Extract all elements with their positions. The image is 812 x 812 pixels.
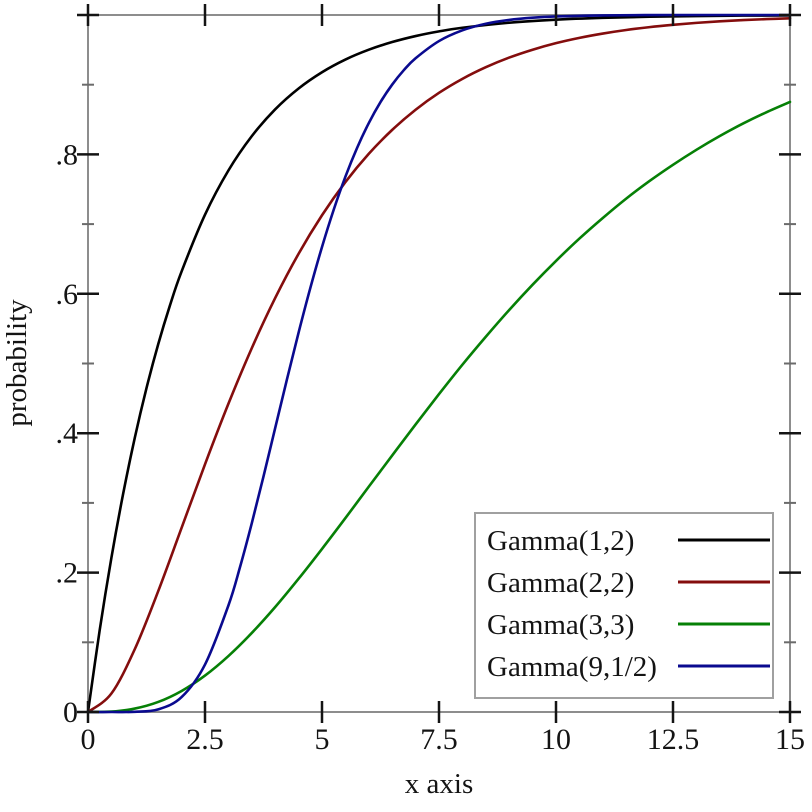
y-tick-label: .4	[56, 417, 79, 450]
y-tick-label: .8	[56, 138, 79, 171]
legend-label: Gamma(3,3)	[487, 609, 634, 641]
ticks-group	[77, 4, 801, 723]
legend-entry: Gamma(3,3)	[487, 609, 770, 641]
y-axis-label: probability	[1, 299, 33, 427]
y-tick-label: .2	[56, 557, 79, 590]
curve-gamma-9-1-2	[86, 13, 792, 714]
curve-gamma-1-2	[86, 14, 792, 714]
x-tick-label: 2.5	[186, 723, 224, 756]
x-tick-label: 7.5	[420, 723, 458, 756]
x-tick-label: 12.5	[647, 723, 700, 756]
x-tick-label: 10	[541, 723, 571, 756]
tick-labels-group: 0 2.5 5 7.5 10 12.5 15 0 .2 .4 .6 .8	[56, 138, 806, 756]
legend-entry: Gamma(2,2)	[487, 567, 770, 599]
curve-gamma-3-3	[86, 100, 792, 714]
legend-entry: Gamma(9,1/2)	[487, 651, 770, 683]
x-tick-label: 0	[81, 723, 96, 756]
legend-entry: Gamma(1,2)	[487, 525, 770, 557]
legend-label: Gamma(9,1/2)	[487, 651, 657, 683]
x-tick-label: 15	[775, 723, 805, 756]
legend-label: Gamma(2,2)	[487, 567, 634, 599]
y-tick-label: 0	[63, 696, 78, 729]
y-tick-label: .6	[56, 278, 79, 311]
legend-label: Gamma(1,2)	[487, 525, 634, 557]
x-axis-label: x axis	[405, 768, 473, 800]
x-tick-label: 5	[315, 723, 330, 756]
legend: Gamma(1,2) Gamma(2,2) Gamma(3,3) Gamma(9,1/…	[474, 512, 774, 699]
